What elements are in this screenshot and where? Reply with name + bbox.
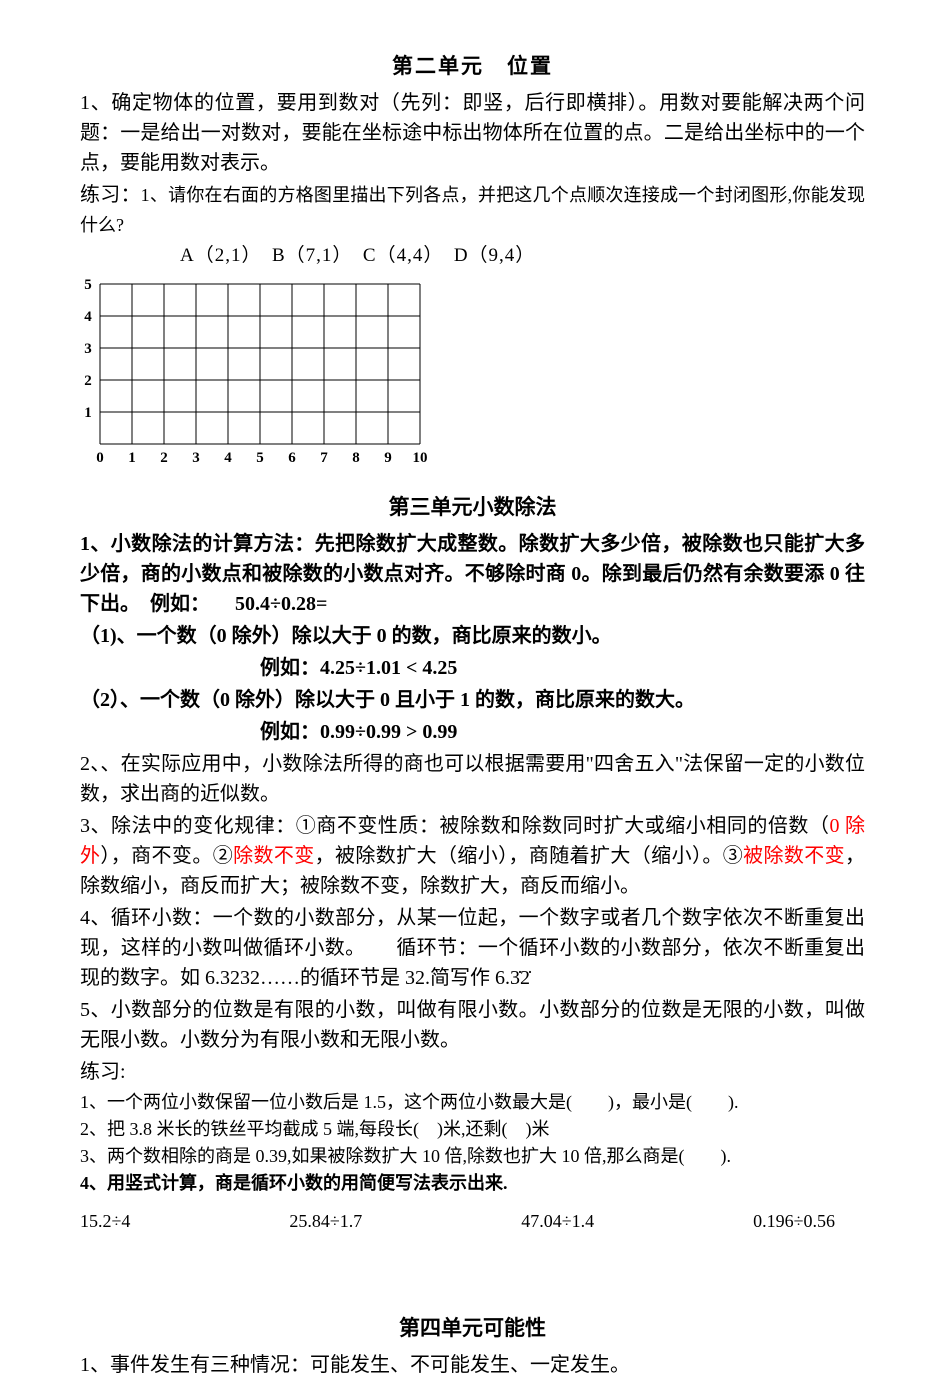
unit2-p1: 1、确定物体的位置，要用到数对（先列：即竖，后行即横排）。用数对要能解决两个问题… <box>80 88 865 178</box>
practice-label: 练习： <box>80 184 141 206</box>
svg-text:9: 9 <box>384 450 392 466</box>
svg-text:4: 4 <box>84 309 92 325</box>
svg-text:5: 5 <box>84 277 92 293</box>
svg-text:2: 2 <box>160 450 168 466</box>
unit3-p3-ex: 例如：0.99÷0.99 > 0.99 <box>80 717 865 747</box>
svg-text:4: 4 <box>224 450 232 466</box>
svg-text:10: 10 <box>413 450 428 466</box>
svg-text:1: 1 <box>128 450 136 466</box>
coordinate-grid: 54321012345678910 <box>80 276 865 476</box>
p5-red2: 除数不变 <box>233 845 315 867</box>
unit2-practice: 练习：1、请你在右面的方格图里描出下列各点，并把这几个点顺次连接成一个封闭图形,… <box>80 180 865 240</box>
p1-text: 1、小数除法的计算方法：先把除数扩大成整数。除数扩大多少倍，被除数也只能扩大多少… <box>80 533 865 615</box>
unit4-title: 第四单元可能性 <box>80 1312 865 1342</box>
p5b: ），商不变。② <box>100 845 233 867</box>
unit3-q2: 2、把 3.8 米长的铁丝平均截成 5 端,每段长( )米,还剩( )米 <box>80 1116 865 1143</box>
svg-text:0: 0 <box>96 450 104 466</box>
p5c: ，被除数扩大（缩小），商随着扩大（缩小）。③ <box>315 845 743 867</box>
coords-row: A（2,1） B（7,1） C（4,4） D（9,4） <box>80 242 865 271</box>
calc2: 25.84÷1.7 <box>289 1211 362 1232</box>
unit3-p6: 4、循环小数：一个数的小数部分，从某一位起，一个数字或者几个数字依次不断重复出现… <box>80 903 865 993</box>
unit3-q3: 3、两个数相除的商是 0.39,如果被除数扩大 10 倍,除数也扩大 10 倍,… <box>80 1143 865 1170</box>
svg-text:2: 2 <box>84 373 92 389</box>
p5a: 3、除法中的变化规律：①商不变性质：被除数和除数同时扩大或缩小相同的倍数（ <box>80 815 829 837</box>
unit3-p3: （2）、一个数（0 除外）除以大于 0 且小于 1 的数，商比原来的数大。 <box>80 685 865 715</box>
calc3: 47.04÷1.4 <box>521 1211 594 1232</box>
practice-text: 1、请你在右面的方格图里描出下列各点，并把这几个点顺次连接成一个封闭图形,你能发… <box>80 185 865 235</box>
unit3-p2-ex: 例如：4.25÷1.01 < 4.25 <box>80 653 865 683</box>
unit3-title: 第三单元小数除法 <box>80 491 865 521</box>
unit3-practice-label: 练习: <box>80 1057 865 1087</box>
unit3-p4: 2、、在实际应用中，小数除法所得的商也可以根据需要用"四舍五入"法保留一定的小数… <box>80 749 865 809</box>
p1-formula: 50.4÷0.28= <box>215 593 327 615</box>
calc4: 0.196÷0.56 <box>753 1211 835 1232</box>
calc-row: 15.2÷4 25.84÷1.7 47.04÷1.4 0.196÷0.56 <box>80 1211 865 1232</box>
calc1: 15.2÷4 <box>80 1211 130 1232</box>
svg-text:7: 7 <box>320 450 328 466</box>
svg-text:5: 5 <box>256 450 264 466</box>
unit2-title: 第二单元 位置 <box>80 50 865 80</box>
svg-text:1: 1 <box>84 405 92 421</box>
unit3-q4: 4、用竖式计算，商是循环小数的用简便写法表示出来. <box>80 1170 865 1197</box>
p5-red3: 被除数不变 <box>743 845 845 867</box>
svg-text:8: 8 <box>352 450 360 466</box>
svg-text:3: 3 <box>84 341 92 357</box>
unit3-p7: 5、小数部分的位数是有限的小数，叫做有限小数。小数部分的位数是无限的小数，叫做无… <box>80 995 865 1055</box>
unit3-p1: 1、小数除法的计算方法：先把除数扩大成整数。除数扩大多少倍，被除数也只能扩大多少… <box>80 529 865 619</box>
unit3-p2: （1)、一个数（0 除外）除以大于 0 的数，商比原来的数小。 <box>80 621 865 651</box>
unit3-q1: 1、一个两位小数保留一位小数后是 1.5，这个两位小数最大是( )，最小是( )… <box>80 1089 865 1116</box>
svg-text:6: 6 <box>288 450 296 466</box>
unit3-p5: 3、除法中的变化规律：①商不变性质：被除数和除数同时扩大或缩小相同的倍数（0 除… <box>80 811 865 901</box>
unit4-p1: 1、事件发生有三种情况：可能发生、不可能发生、一定发生。 <box>80 1350 865 1380</box>
svg-text:3: 3 <box>192 450 200 466</box>
